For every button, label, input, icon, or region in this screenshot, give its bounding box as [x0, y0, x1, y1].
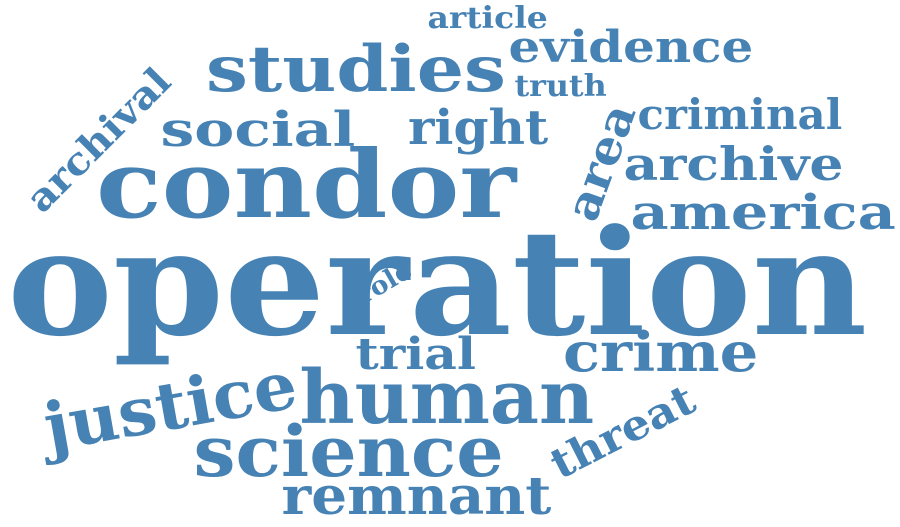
word-america: america — [630, 185, 896, 241]
word-criminal: criminal — [637, 90, 843, 139]
word-condor: condor — [95, 130, 517, 240]
word-human: human — [299, 355, 595, 441]
word-social: social — [160, 102, 356, 158]
word-right: right — [407, 100, 549, 156]
word-operation: operation — [6, 198, 868, 369]
word-science: science — [192, 410, 504, 493]
word-truth: truth — [513, 69, 607, 104]
word-crime: crime — [562, 320, 758, 384]
word-trial: trial — [354, 329, 476, 380]
word-article: article — [426, 1, 548, 36]
word-remnant: remnant — [281, 466, 551, 527]
word-archive: archive — [623, 137, 843, 191]
word-studies: studies — [206, 32, 506, 107]
word-evidence: evidence — [508, 22, 754, 73]
